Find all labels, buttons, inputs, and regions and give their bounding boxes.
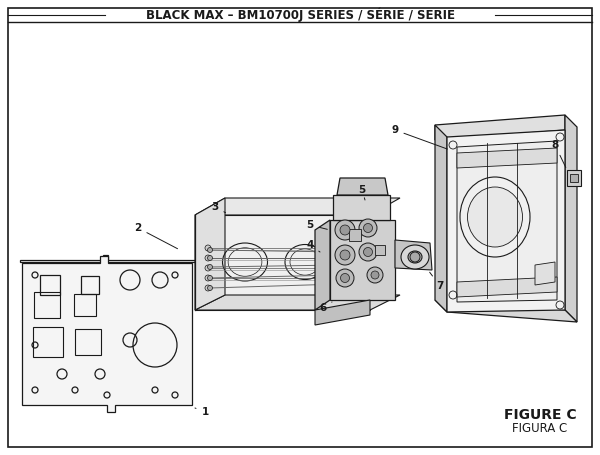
Polygon shape <box>315 300 370 325</box>
Polygon shape <box>457 148 557 168</box>
Polygon shape <box>435 300 577 322</box>
Polygon shape <box>22 256 192 412</box>
Text: BLACK MAX – BM10700J SERIES / SÉRIE / SERIE: BLACK MAX – BM10700J SERIES / SÉRIE / SE… <box>146 8 455 22</box>
Text: 4: 4 <box>307 240 320 252</box>
Circle shape <box>205 255 211 261</box>
Polygon shape <box>195 198 400 215</box>
Polygon shape <box>447 130 565 312</box>
Circle shape <box>364 248 373 257</box>
Polygon shape <box>457 277 557 297</box>
Polygon shape <box>435 115 565 140</box>
Circle shape <box>208 264 212 269</box>
Polygon shape <box>375 245 385 255</box>
Circle shape <box>205 275 211 281</box>
Ellipse shape <box>467 187 523 247</box>
Circle shape <box>335 220 355 240</box>
Circle shape <box>208 285 212 290</box>
Polygon shape <box>20 255 195 262</box>
Text: 8: 8 <box>551 140 566 167</box>
Polygon shape <box>457 141 557 302</box>
Polygon shape <box>567 170 581 186</box>
Circle shape <box>410 252 420 262</box>
Polygon shape <box>565 115 577 322</box>
Polygon shape <box>395 240 432 270</box>
Text: 7: 7 <box>430 272 443 291</box>
Ellipse shape <box>408 251 422 263</box>
Circle shape <box>335 245 355 265</box>
Text: 1: 1 <box>195 407 209 417</box>
Ellipse shape <box>401 245 429 269</box>
Circle shape <box>205 245 211 251</box>
Circle shape <box>205 285 211 291</box>
Text: 3: 3 <box>211 202 226 212</box>
Circle shape <box>208 248 212 253</box>
Text: 2: 2 <box>134 223 178 249</box>
Circle shape <box>208 275 212 280</box>
Circle shape <box>340 225 350 235</box>
Circle shape <box>359 219 377 237</box>
Text: FIGURA C: FIGURA C <box>512 421 568 435</box>
Circle shape <box>340 250 350 260</box>
Polygon shape <box>333 195 390 220</box>
Polygon shape <box>435 125 447 312</box>
Polygon shape <box>535 262 555 285</box>
Polygon shape <box>315 220 330 310</box>
Polygon shape <box>349 229 361 241</box>
Text: 6: 6 <box>319 302 332 313</box>
Ellipse shape <box>460 177 530 257</box>
Circle shape <box>205 265 211 271</box>
Circle shape <box>359 243 377 261</box>
Text: FIGURE C: FIGURE C <box>503 408 577 422</box>
Polygon shape <box>337 178 388 195</box>
Text: 5: 5 <box>307 220 328 230</box>
Circle shape <box>336 269 354 287</box>
Polygon shape <box>195 295 400 310</box>
Bar <box>570 174 578 182</box>
Polygon shape <box>330 220 395 300</box>
Circle shape <box>364 223 373 233</box>
Polygon shape <box>195 198 225 310</box>
Text: 5: 5 <box>358 185 365 200</box>
Circle shape <box>371 271 379 279</box>
Text: 9: 9 <box>391 125 448 149</box>
Polygon shape <box>195 215 370 310</box>
Circle shape <box>341 273 349 283</box>
Circle shape <box>367 267 383 283</box>
Circle shape <box>208 256 212 261</box>
